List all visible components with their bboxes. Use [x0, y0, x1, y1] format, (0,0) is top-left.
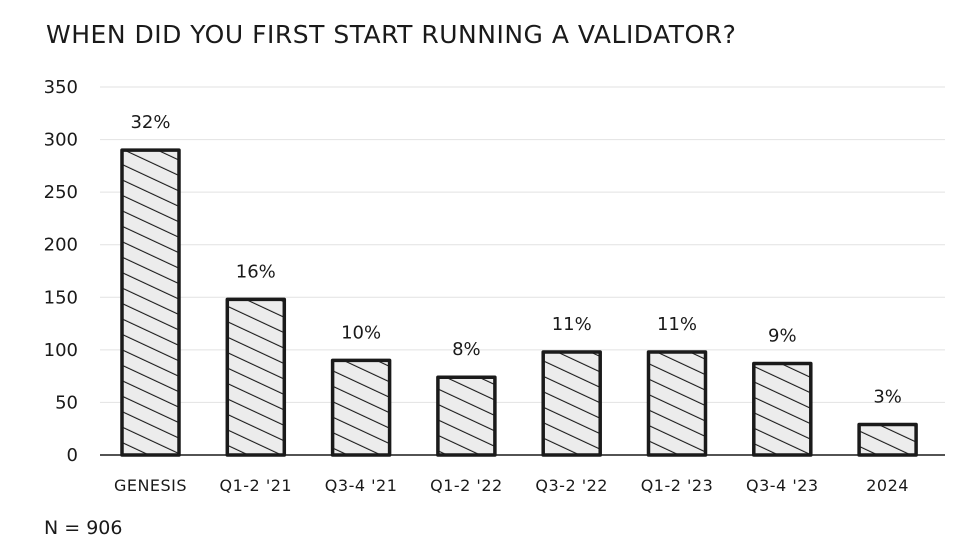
sample-size-note: N = 906 — [44, 517, 123, 539]
bar — [225, 297, 287, 457]
x-axis-ticks: GENESIS Q1-2 '21 Q3-4 '21 Q1-2 '22 Q3-2 '22 Q… — [114, 476, 909, 495]
x-tick-label: Q1-2 '22 — [430, 476, 503, 495]
bar — [330, 358, 392, 457]
y-tick-label: 50 — [55, 392, 78, 413]
x-tick-label: Q1-2 '21 — [220, 476, 293, 495]
bar — [857, 422, 918, 457]
data-label: 11% — [552, 314, 592, 335]
x-tick-label: GENESIS — [114, 476, 187, 495]
y-tick-label: 350 — [44, 77, 78, 98]
data-label: 3% — [873, 387, 902, 408]
y-tick-label: 300 — [44, 130, 78, 151]
x-tick-label: Q3-4 '21 — [325, 476, 398, 495]
bar — [752, 361, 813, 457]
bar — [436, 375, 497, 457]
y-axis-ticks: 0 50 100 150 200 250 300 350 — [44, 77, 78, 466]
y-tick-label: 200 — [44, 235, 78, 256]
y-tick-label: 100 — [44, 340, 78, 361]
bar — [541, 350, 602, 457]
data-label: 10% — [341, 322, 381, 343]
bars — [120, 148, 918, 457]
data-label: 11% — [657, 314, 697, 335]
x-tick-label: Q3-2 '22 — [535, 476, 608, 495]
data-label: 9% — [768, 326, 797, 347]
data-label: 16% — [236, 261, 276, 282]
bar — [646, 350, 708, 457]
data-labels: 32% 16% 10% 8% 11% 11% 9% 3% — [130, 112, 901, 407]
x-tick-label: Q1-2 '23 — [641, 476, 714, 495]
y-tick-label: 250 — [44, 182, 78, 203]
y-tick-label: 150 — [44, 287, 78, 308]
chart-title: WHEN DID YOU FIRST START RUNNING A VALID… — [46, 20, 737, 49]
x-tick-label: 2024 — [866, 476, 909, 495]
bar — [120, 148, 181, 457]
data-label: 32% — [130, 112, 170, 133]
x-tick-label: Q3-4 '23 — [746, 476, 819, 495]
data-label: 8% — [452, 339, 481, 360]
y-tick-label: 0 — [67, 445, 78, 466]
